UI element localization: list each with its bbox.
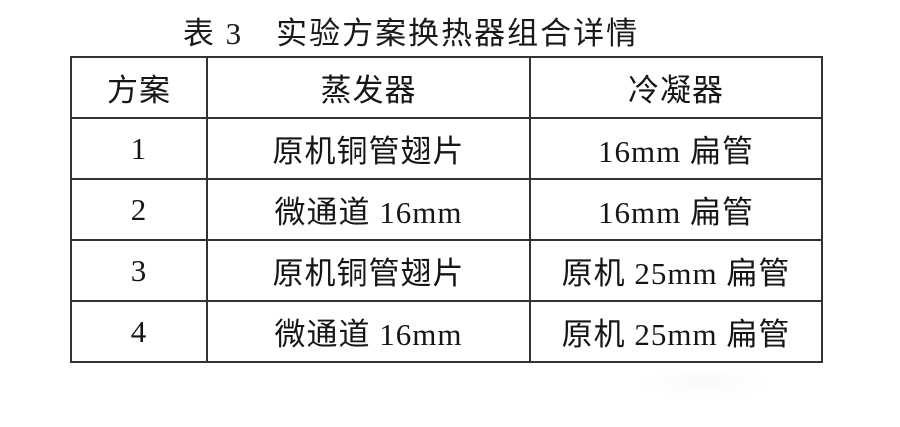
cell-condenser: 16mm 扁管 — [529, 178, 823, 241]
table-row: 3 原机铜管翅片 原机 25mm 扁管 — [70, 239, 823, 302]
cell-scheme-number: 1 — [70, 117, 208, 180]
watermark-remnant — [640, 368, 770, 398]
column-header-evaporator: 蒸发器 — [206, 56, 531, 119]
cell-condenser: 原机 25mm 扁管 — [529, 300, 823, 363]
cell-evaporator: 原机铜管翅片 — [206, 117, 531, 180]
table-row: 1 原机铜管翅片 16mm 扁管 — [70, 117, 823, 180]
cell-scheme-number: 3 — [70, 239, 208, 302]
scheme-table: 方案 蒸发器 冷凝器 1 原机铜管翅片 16mm 扁管 2 微通道 16mm 1… — [70, 56, 823, 363]
cell-condenser: 16mm 扁管 — [529, 117, 823, 180]
column-header-scheme: 方案 — [70, 56, 208, 119]
table-row: 2 微通道 16mm 16mm 扁管 — [70, 178, 823, 241]
table-title: 表 3 实验方案换热器组合详情 — [182, 16, 640, 51]
column-header-condenser: 冷凝器 — [529, 56, 823, 119]
cell-scheme-number: 2 — [70, 178, 208, 241]
cell-evaporator: 原机铜管翅片 — [206, 239, 531, 302]
cell-scheme-number: 4 — [70, 300, 208, 363]
header-row: 方案 蒸发器 冷凝器 — [70, 56, 823, 119]
cell-condenser: 原机 25mm 扁管 — [529, 239, 823, 302]
table-row: 4 微通道 16mm 原机 25mm 扁管 — [70, 300, 823, 363]
cell-evaporator: 微通道 16mm — [206, 300, 531, 363]
cell-evaporator: 微通道 16mm — [206, 178, 531, 241]
